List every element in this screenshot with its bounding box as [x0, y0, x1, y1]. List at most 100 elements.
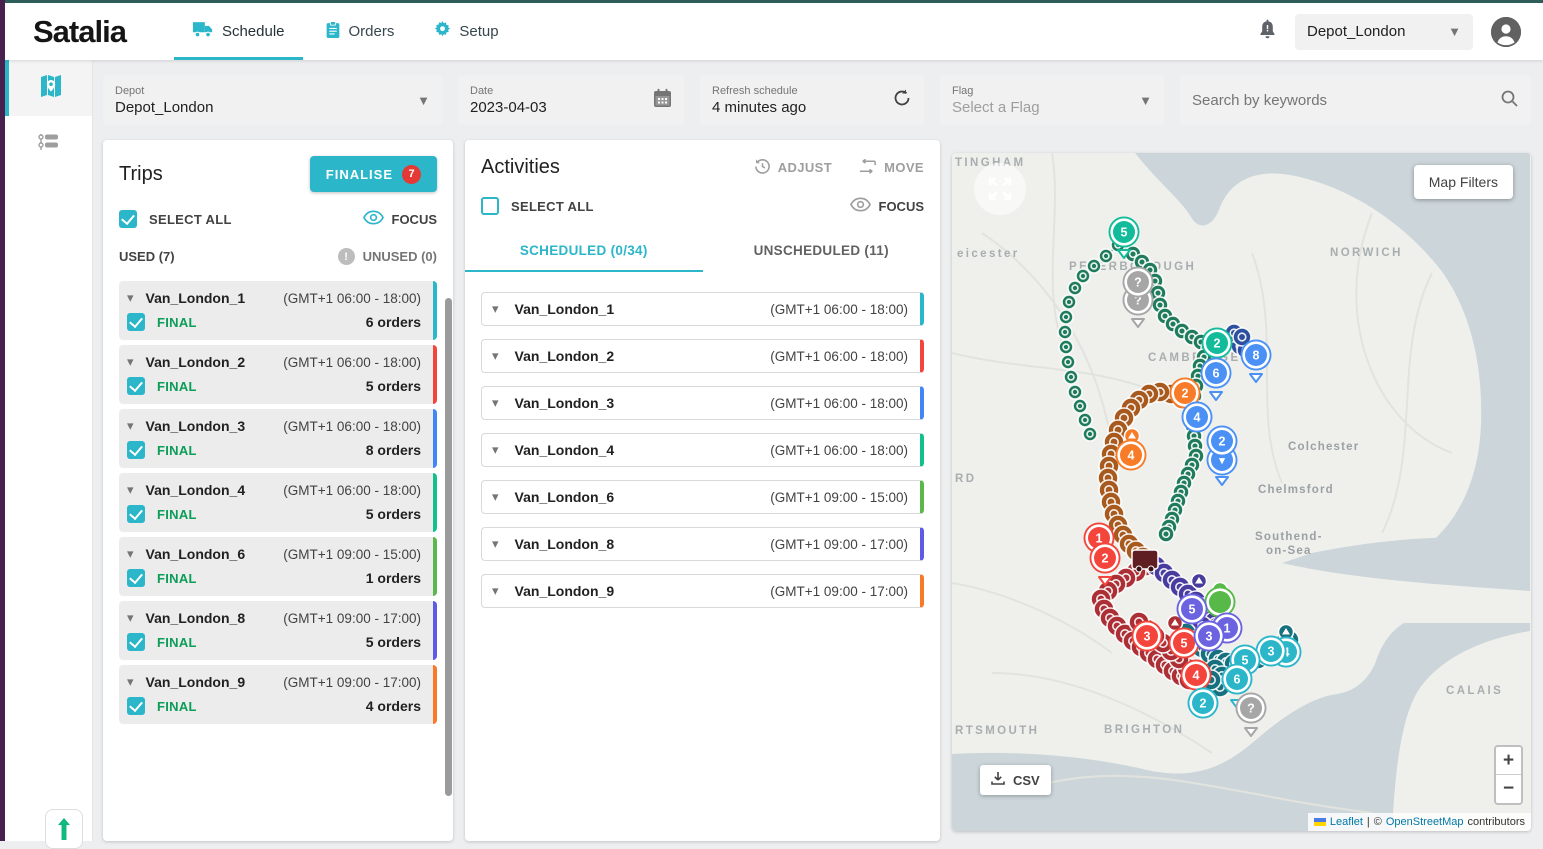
map-marker[interactable]: 2 [1202, 328, 1233, 359]
date-filter[interactable]: Date 2023-04-03 [458, 75, 684, 125]
trip-status: FINAL [157, 571, 197, 586]
zoom-out-button[interactable]: − [1496, 775, 1521, 803]
collapse-chevron-icon[interactable]: ▾ [127, 354, 134, 370]
tab-setup[interactable]: Setup [428, 3, 504, 60]
header-depot-value: Depot_London [1307, 23, 1405, 40]
tab-scheduled[interactable]: SCHEDULED (0/34) [465, 233, 703, 272]
depot-filter[interactable]: Depot Depot_London ▼ [103, 75, 442, 125]
activity-card[interactable]: ▾Van_London_9(GMT+1 09:00 - 17:00) [481, 574, 924, 608]
tab-unscheduled[interactable]: UNSCHEDULED (11) [703, 233, 941, 272]
map-marker[interactable]: 2 [1207, 426, 1238, 457]
collapse-chevron-icon[interactable]: ▾ [492, 395, 499, 411]
sidebar-item-map-view[interactable] [5, 60, 92, 116]
map-marker[interactable]: ? [1236, 693, 1267, 724]
map-marker[interactable]: 2 [1090, 543, 1121, 574]
activity-time-window: (GMT+1 09:00 - 17:00) [770, 584, 908, 599]
leaflet-map[interactable]: TINGHAMeicesterPETERBOROUGHNORWICHCAMBRI… [952, 153, 1530, 831]
activity-card[interactable]: ▾Van_London_1(GMT+1 06:00 - 18:00) [481, 292, 924, 326]
avatar[interactable] [1491, 17, 1521, 47]
trip-checkbox[interactable] [127, 313, 145, 331]
map-marker[interactable]: 3 [1194, 621, 1225, 652]
activity-card[interactable]: ▾Van_London_3(GMT+1 06:00 - 18:00) [481, 386, 924, 420]
zoom-in-button[interactable]: + [1496, 747, 1521, 775]
top-accent-strip [0, 0, 1543, 3]
marker-number: ? [1247, 701, 1255, 715]
map-marker[interactable]: 3 [1132, 621, 1163, 652]
map-marker[interactable]: 4 [1116, 440, 1147, 471]
sidebar-item-gantt-view[interactable] [5, 116, 92, 172]
finalise-button[interactable]: FINALISE 7 [310, 156, 437, 192]
trip-checkbox[interactable] [127, 377, 145, 395]
map-marker[interactable]: ? [1123, 267, 1154, 298]
flag-filter[interactable]: Flag Select a Flag ▼ [940, 75, 1164, 125]
activity-card[interactable]: ▾Van_London_8(GMT+1 09:00 - 17:00) [481, 527, 924, 561]
leaflet-link[interactable]: Leaflet [1330, 816, 1363, 828]
map-marker[interactable]: 2 [1188, 688, 1219, 719]
depot-marker[interactable] [1132, 550, 1158, 572]
adjust-button[interactable]: ADJUST [754, 158, 832, 178]
map-filters-button[interactable]: Map Filters [1414, 165, 1513, 199]
collapse-chevron-icon[interactable]: ▾ [492, 489, 499, 505]
map-marker[interactable] [1205, 587, 1236, 618]
trips-focus-button[interactable]: FOCUS [363, 210, 438, 228]
collapse-chevron-icon[interactable]: ▾ [492, 536, 499, 552]
fullscreen-button[interactable] [974, 163, 1026, 215]
clipboard-icon [325, 21, 341, 43]
upload-button[interactable] [45, 809, 83, 849]
activity-card[interactable]: ▾Van_London_6(GMT+1 09:00 - 15:00) [481, 480, 924, 514]
trip-checkbox[interactable] [127, 441, 145, 459]
map-marker[interactable]: 6 [1222, 664, 1253, 695]
collapse-chevron-icon[interactable]: ▾ [492, 301, 499, 317]
trip-checkbox[interactable] [127, 633, 145, 651]
refresh-schedule[interactable]: Refresh schedule 4 minutes ago [700, 75, 924, 125]
csv-export-button[interactable]: CSV [980, 765, 1051, 795]
map-city-label: BRIGHTON [1104, 724, 1184, 736]
select-all-checkbox[interactable] [119, 210, 137, 228]
search-input[interactable]: Search by keywords [1180, 75, 1531, 125]
header-depot-select[interactable]: Depot_London ▼ [1295, 14, 1473, 50]
collapse-chevron-icon[interactable]: ▾ [127, 482, 134, 498]
collapse-chevron-icon[interactable]: ▾ [127, 546, 134, 562]
map-marker[interactable]: 4 [1181, 660, 1212, 691]
trip-checkbox[interactable] [127, 697, 145, 715]
collapse-chevron-icon[interactable]: ▾ [127, 610, 134, 626]
collapse-chevron-icon[interactable]: ▾ [492, 583, 499, 599]
trip-checkbox[interactable] [127, 569, 145, 587]
activities-select-all[interactable]: SELECT ALL [481, 197, 594, 215]
notification-bell-icon[interactable] [1258, 19, 1277, 45]
osm-link[interactable]: OpenStreetMap [1386, 816, 1464, 828]
map-attribution: Leaflet | © OpenStreetMap contributors [1308, 813, 1531, 831]
map-marker[interactable]: 8 [1241, 340, 1272, 371]
trip-status: FINAL [157, 699, 197, 714]
activities-focus-button[interactable]: FOCUS [850, 197, 925, 215]
collapse-chevron-icon[interactable]: ▾ [127, 290, 134, 306]
select-all-checkbox[interactable] [481, 197, 499, 215]
trips-select-all[interactable]: SELECT ALL [119, 210, 232, 228]
collapse-chevron-icon[interactable]: ▾ [492, 442, 499, 458]
activity-card[interactable]: ▾Van_London_2(GMT+1 06:00 - 18:00) [481, 339, 924, 373]
refresh-icon[interactable] [892, 88, 912, 113]
map-marker[interactable]: 6 [1201, 358, 1232, 389]
trips-scrollbar[interactable] [445, 298, 452, 796]
activity-time-window: (GMT+1 06:00 - 18:00) [770, 302, 908, 317]
activity-card[interactable]: ▾Van_London_4(GMT+1 06:00 - 18:00) [481, 433, 924, 467]
trip-checkbox[interactable] [127, 505, 145, 523]
map-city-label: on-Sea [1266, 545, 1312, 557]
map-marker[interactable]: 5 [1177, 594, 1208, 625]
move-button[interactable]: MOVE [858, 159, 924, 177]
collapse-chevron-icon[interactable]: ▾ [127, 418, 134, 434]
map-marker[interactable]: 4 [1182, 402, 1213, 433]
map-marker[interactable]: 5 [1109, 217, 1140, 248]
collapse-chevron-icon[interactable]: ▾ [492, 348, 499, 364]
tab-schedule[interactable]: Schedule [186, 3, 291, 60]
collapse-chevron-icon[interactable]: ▾ [127, 674, 134, 690]
tab-orders[interactable]: Orders [319, 3, 401, 60]
